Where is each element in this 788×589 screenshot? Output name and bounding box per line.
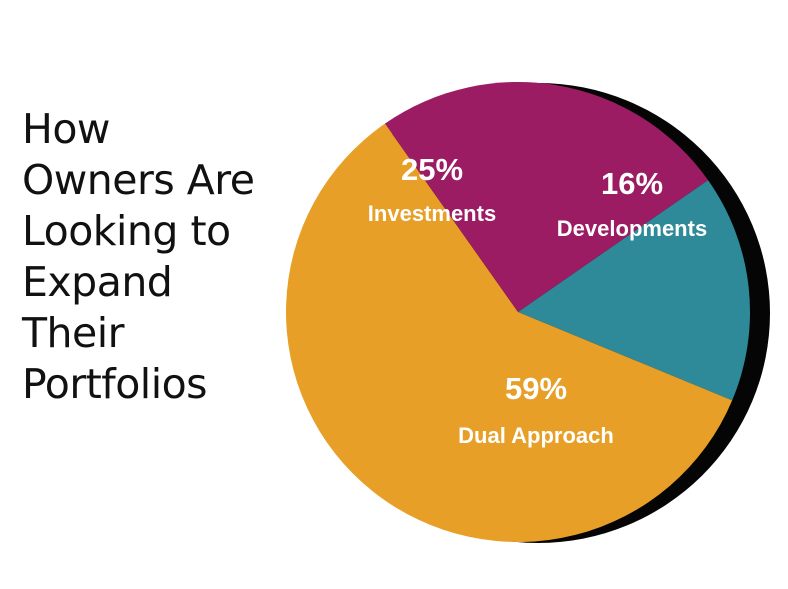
- pie-slices: [285, 82, 750, 543]
- pie-labels: 16% Developments 59% Dual Approach 25% Invest…: [368, 152, 707, 448]
- title-line: Portfolios: [22, 360, 208, 408]
- title-line: Their: [22, 309, 125, 357]
- slice-category-label: Dual Approach: [458, 423, 614, 448]
- title-line: Looking to: [22, 207, 231, 255]
- slice-value-label: 59%: [505, 371, 567, 406]
- title-line: Expand: [22, 258, 173, 306]
- slice-value-label: 25%: [401, 152, 463, 187]
- title-line: How: [22, 105, 110, 153]
- pie-slice-dual-approach: [285, 123, 733, 543]
- slice-value-label: 16%: [601, 166, 663, 201]
- chart-title: How Owners Are Looking to Expand Their P…: [22, 104, 292, 410]
- slice-category-label: Investments: [368, 201, 496, 226]
- slice-category-label: Developments: [557, 216, 707, 241]
- pie-slice-developments: [518, 180, 750, 401]
- pie-slice-investments: [384, 82, 709, 312]
- title-line: Owners Are: [22, 156, 255, 204]
